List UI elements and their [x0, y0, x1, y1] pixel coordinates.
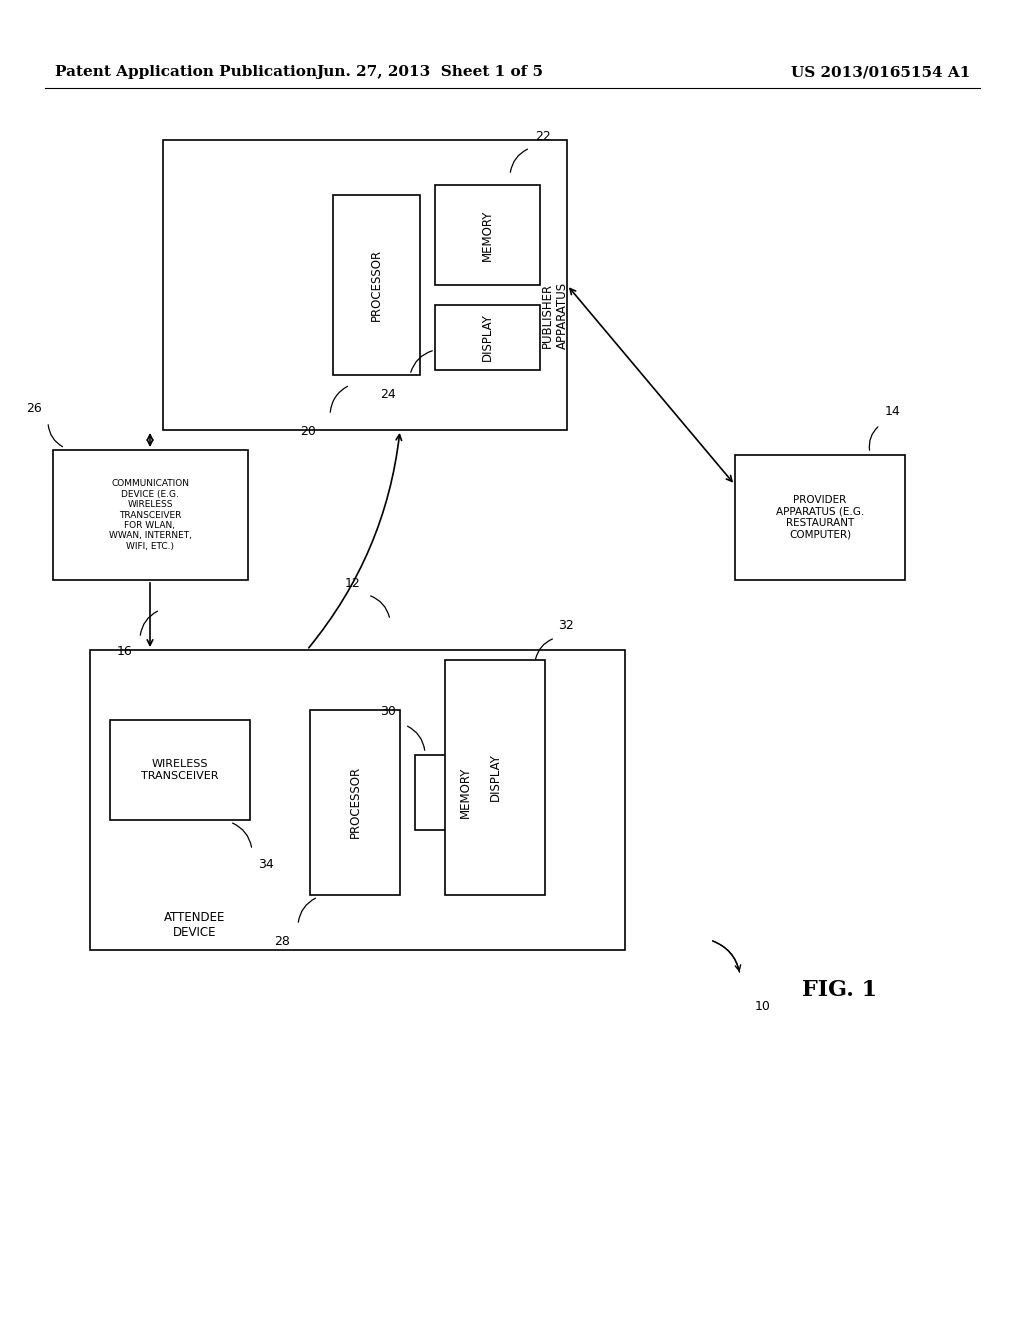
Text: MEMORY: MEMORY [480, 210, 494, 260]
Bar [435, 185, 540, 285]
Bar [53, 450, 248, 579]
Bar [310, 710, 400, 895]
Text: FIG. 1: FIG. 1 [803, 979, 878, 1001]
Text: 24: 24 [380, 388, 396, 401]
Bar [163, 140, 567, 430]
Text: PUBLISHER
APPARATUS: PUBLISHER APPARATUS [541, 281, 569, 348]
Text: 26: 26 [27, 403, 42, 414]
Text: 16: 16 [117, 645, 132, 657]
Text: DISPLAY: DISPLAY [480, 313, 494, 360]
Text: 34: 34 [258, 858, 273, 871]
Text: WIRELESS
TRANSCEIVER: WIRELESS TRANSCEIVER [141, 759, 219, 781]
Bar [110, 719, 250, 820]
Text: 32: 32 [558, 619, 573, 632]
Text: 28: 28 [274, 935, 290, 948]
Bar [333, 195, 420, 375]
Text: PROCESSOR: PROCESSOR [348, 766, 361, 838]
Bar [90, 649, 625, 950]
Text: 10: 10 [755, 1001, 771, 1012]
Bar [435, 305, 540, 370]
Text: ATTENDEE
DEVICE: ATTENDEE DEVICE [164, 911, 225, 939]
Text: 22: 22 [535, 129, 551, 143]
Text: PROCESSOR: PROCESSOR [370, 249, 383, 321]
Text: Patent Application Publication: Patent Application Publication [55, 65, 317, 79]
Text: US 2013/0165154 A1: US 2013/0165154 A1 [791, 65, 970, 79]
Text: PROVIDER
APPARATUS (E.G.
RESTAURANT
COMPUTER): PROVIDER APPARATUS (E.G. RESTAURANT COMP… [776, 495, 864, 540]
Text: COMMUNICATION
DEVICE (E.G.
WIRELESS
TRANSCEIVER
FOR WLAN,
WWAN, INTERNET,
WIFI, : COMMUNICATION DEVICE (E.G. WIRELESS TRAN… [109, 479, 191, 550]
Text: Jun. 27, 2013  Sheet 1 of 5: Jun. 27, 2013 Sheet 1 of 5 [316, 65, 544, 79]
Text: DISPLAY: DISPLAY [488, 754, 502, 801]
Bar [735, 455, 905, 579]
Bar [415, 755, 515, 830]
Text: 30: 30 [380, 705, 396, 718]
Text: 14: 14 [885, 405, 901, 418]
Bar [445, 660, 545, 895]
Text: 12: 12 [344, 577, 360, 590]
Text: MEMORY: MEMORY [459, 767, 471, 817]
Text: 20: 20 [300, 425, 316, 438]
